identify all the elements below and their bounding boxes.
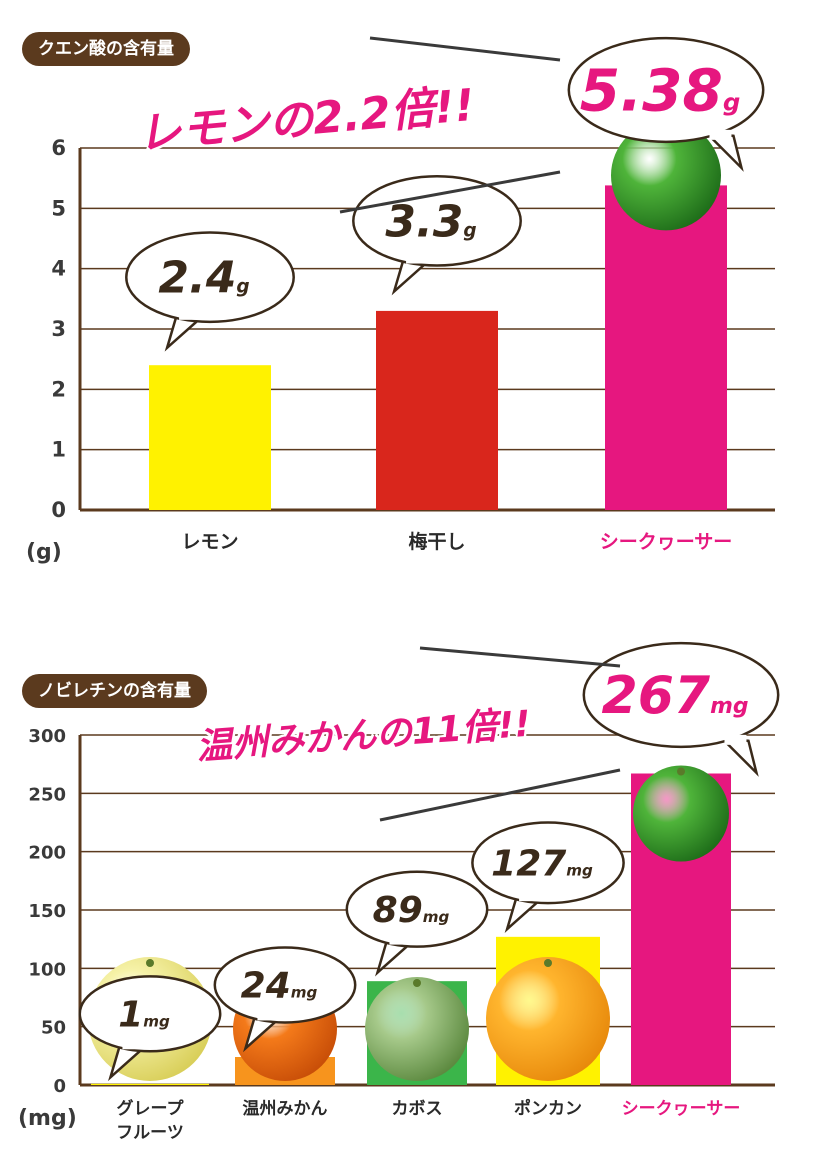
category-label-0: グレープ: [117, 1098, 185, 1119]
y-tick-label: 250: [28, 784, 66, 805]
category-label-4: シークヮーサー: [622, 1099, 741, 1119]
value-bubble-2: 89mg: [345, 870, 489, 977]
category-label-1: 温州みかん: [243, 1099, 328, 1119]
bar-1: [376, 310, 498, 510]
y-tick-label: 3: [51, 317, 66, 341]
value-label-3: 127mg: [491, 843, 593, 884]
category-label-1: 梅干し: [408, 530, 465, 553]
y-tick-label: 200: [28, 843, 66, 864]
value-bubble-0: 1mg: [78, 975, 222, 1082]
value-label-0: 2.4g: [158, 253, 249, 304]
value-bubble-0: 2.4g: [125, 231, 295, 352]
kabosu-icon: [365, 977, 469, 1081]
comparison-line: [379, 768, 621, 822]
value-label-0: 1mg: [118, 994, 170, 1035]
bar-0: [149, 365, 271, 510]
comparison-line: [339, 170, 561, 214]
chart2-unit: (mg): [18, 1106, 77, 1131]
y-tick-label: 150: [28, 901, 66, 922]
value-label-1: 24mg: [241, 966, 318, 1007]
chart1-title: クエン酸の含有量: [22, 32, 190, 66]
value-bubble-1: 24mg: [213, 946, 357, 1053]
ponkan-icon: [486, 957, 610, 1081]
comparison-line: [419, 646, 621, 668]
y-tick-label: 0: [53, 1076, 66, 1097]
category-label-3: ポンカン: [514, 1098, 582, 1119]
value-label-2: 89mg: [373, 890, 450, 931]
value-bubble-2: 5.38g: [567, 36, 765, 172]
comparison-line: [369, 36, 561, 62]
value-label-2: 5.38g: [580, 56, 741, 124]
value-label-1: 3.3g: [385, 196, 476, 247]
value-bubble-4: 267mg: [582, 641, 780, 777]
category-label-0: レモン: [181, 531, 238, 553]
category-label-0: フルーツ: [116, 1123, 184, 1143]
chart-2: 0 50 100 150 200 250 300 1mg 24mg 89mg 127mg 267mg グ…: [28, 641, 780, 1143]
y-tick-label: 50: [41, 1018, 66, 1039]
chart-1: 0 1 2 3 4 5 6 2.4g 3.3g 5.38g レモン 梅干し シークヮーサー: [51, 36, 775, 553]
bar-0: [91, 1083, 209, 1085]
y-tick-label: 4: [51, 257, 66, 281]
shikuwasa-icon: [633, 765, 729, 862]
value-bubble-1: 3.3g: [352, 175, 522, 296]
category-label-2: カボス: [392, 1099, 443, 1119]
y-tick-label: 300: [28, 726, 66, 747]
value-bubble-3: 127mg: [471, 821, 625, 933]
chart2-title: ノビレチンの含有量: [22, 674, 207, 708]
y-tick-label: 5: [51, 196, 66, 220]
category-label-2: シークヮーサー: [600, 531, 733, 553]
bar-2: [605, 185, 727, 510]
chart1-unit: (g): [26, 540, 62, 565]
y-tick-label: 100: [28, 959, 66, 980]
y-tick-label: 2: [51, 377, 66, 401]
y-tick-label: 1: [51, 438, 66, 462]
value-label-4: 267mg: [602, 666, 749, 726]
y-tick-label: 0: [51, 498, 66, 522]
y-tick-label: 6: [51, 136, 66, 160]
